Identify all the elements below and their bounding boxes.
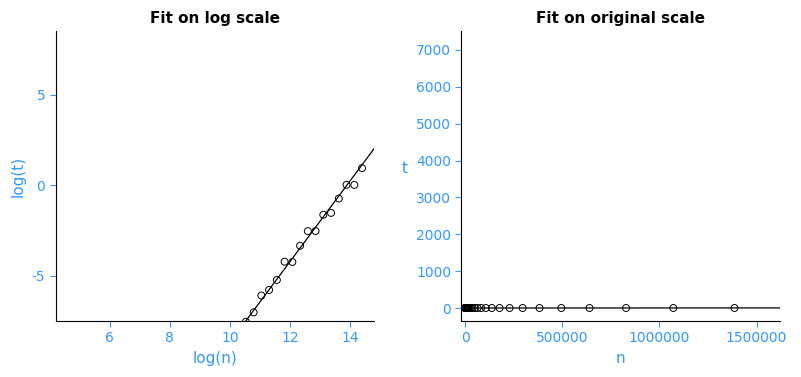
Point — [485, 305, 498, 311]
Point — [207, 366, 219, 372]
Point — [459, 305, 472, 311]
Y-axis label: log(t): log(t) — [11, 156, 26, 197]
Point — [460, 305, 473, 311]
Point — [460, 305, 473, 311]
Point — [340, 182, 353, 188]
Point — [231, 325, 244, 331]
Point — [459, 305, 472, 311]
Point — [459, 305, 472, 311]
Point — [248, 310, 260, 316]
Point — [461, 305, 474, 311]
Point — [466, 305, 479, 311]
Point — [471, 305, 484, 311]
Point — [208, 354, 221, 360]
Point — [728, 305, 741, 311]
Point — [459, 305, 472, 311]
Point — [479, 305, 492, 311]
X-axis label: log(n): log(n) — [192, 351, 237, 366]
Point — [503, 305, 516, 311]
Point — [459, 305, 472, 311]
Point — [459, 305, 472, 311]
Point — [459, 305, 472, 311]
Point — [461, 305, 474, 311]
Title: Fit on original scale: Fit on original scale — [536, 11, 705, 26]
Point — [459, 305, 472, 311]
Point — [459, 305, 472, 311]
Point — [205, 365, 218, 371]
Point — [459, 305, 472, 311]
Point — [324, 210, 337, 216]
Point — [255, 293, 268, 299]
Point — [459, 305, 472, 311]
Point — [533, 305, 546, 311]
Point — [620, 305, 633, 311]
Point — [286, 259, 299, 265]
Point — [459, 305, 472, 311]
Y-axis label: t: t — [402, 161, 408, 176]
Point — [459, 305, 472, 311]
Point — [348, 182, 360, 188]
Point — [461, 305, 473, 311]
Point — [309, 228, 322, 234]
Point — [460, 305, 473, 311]
Point — [459, 305, 472, 311]
Point — [332, 196, 345, 202]
Point — [460, 305, 473, 311]
Point — [459, 305, 472, 311]
Point — [459, 305, 472, 311]
Point — [516, 305, 529, 311]
Point — [459, 305, 472, 311]
Point — [459, 305, 472, 311]
Title: Fit on log scale: Fit on log scale — [150, 11, 280, 26]
Point — [555, 305, 568, 311]
Point — [583, 305, 596, 311]
Point — [459, 305, 472, 311]
Point — [461, 305, 473, 311]
Point — [459, 305, 472, 311]
Point — [462, 305, 475, 311]
Point — [459, 305, 472, 311]
Point — [216, 347, 229, 353]
Point — [463, 305, 476, 311]
X-axis label: n: n — [616, 351, 626, 366]
Point — [465, 305, 477, 311]
Point — [459, 305, 472, 311]
Point — [263, 287, 276, 293]
Point — [459, 305, 472, 311]
Point — [493, 305, 506, 311]
Point — [294, 243, 307, 249]
Point — [667, 305, 680, 311]
Point — [459, 305, 472, 311]
Point — [356, 165, 368, 171]
Point — [224, 330, 237, 336]
Point — [461, 305, 474, 311]
Point — [239, 319, 252, 325]
Point — [317, 212, 330, 218]
Point — [459, 305, 472, 311]
Point — [459, 305, 472, 311]
Point — [459, 305, 472, 311]
Point — [271, 277, 284, 283]
Point — [475, 305, 488, 311]
Point — [459, 305, 472, 311]
Point — [459, 305, 472, 311]
Point — [459, 305, 472, 311]
Point — [301, 228, 314, 234]
Point — [459, 305, 472, 311]
Point — [278, 259, 291, 265]
Point — [469, 305, 481, 311]
